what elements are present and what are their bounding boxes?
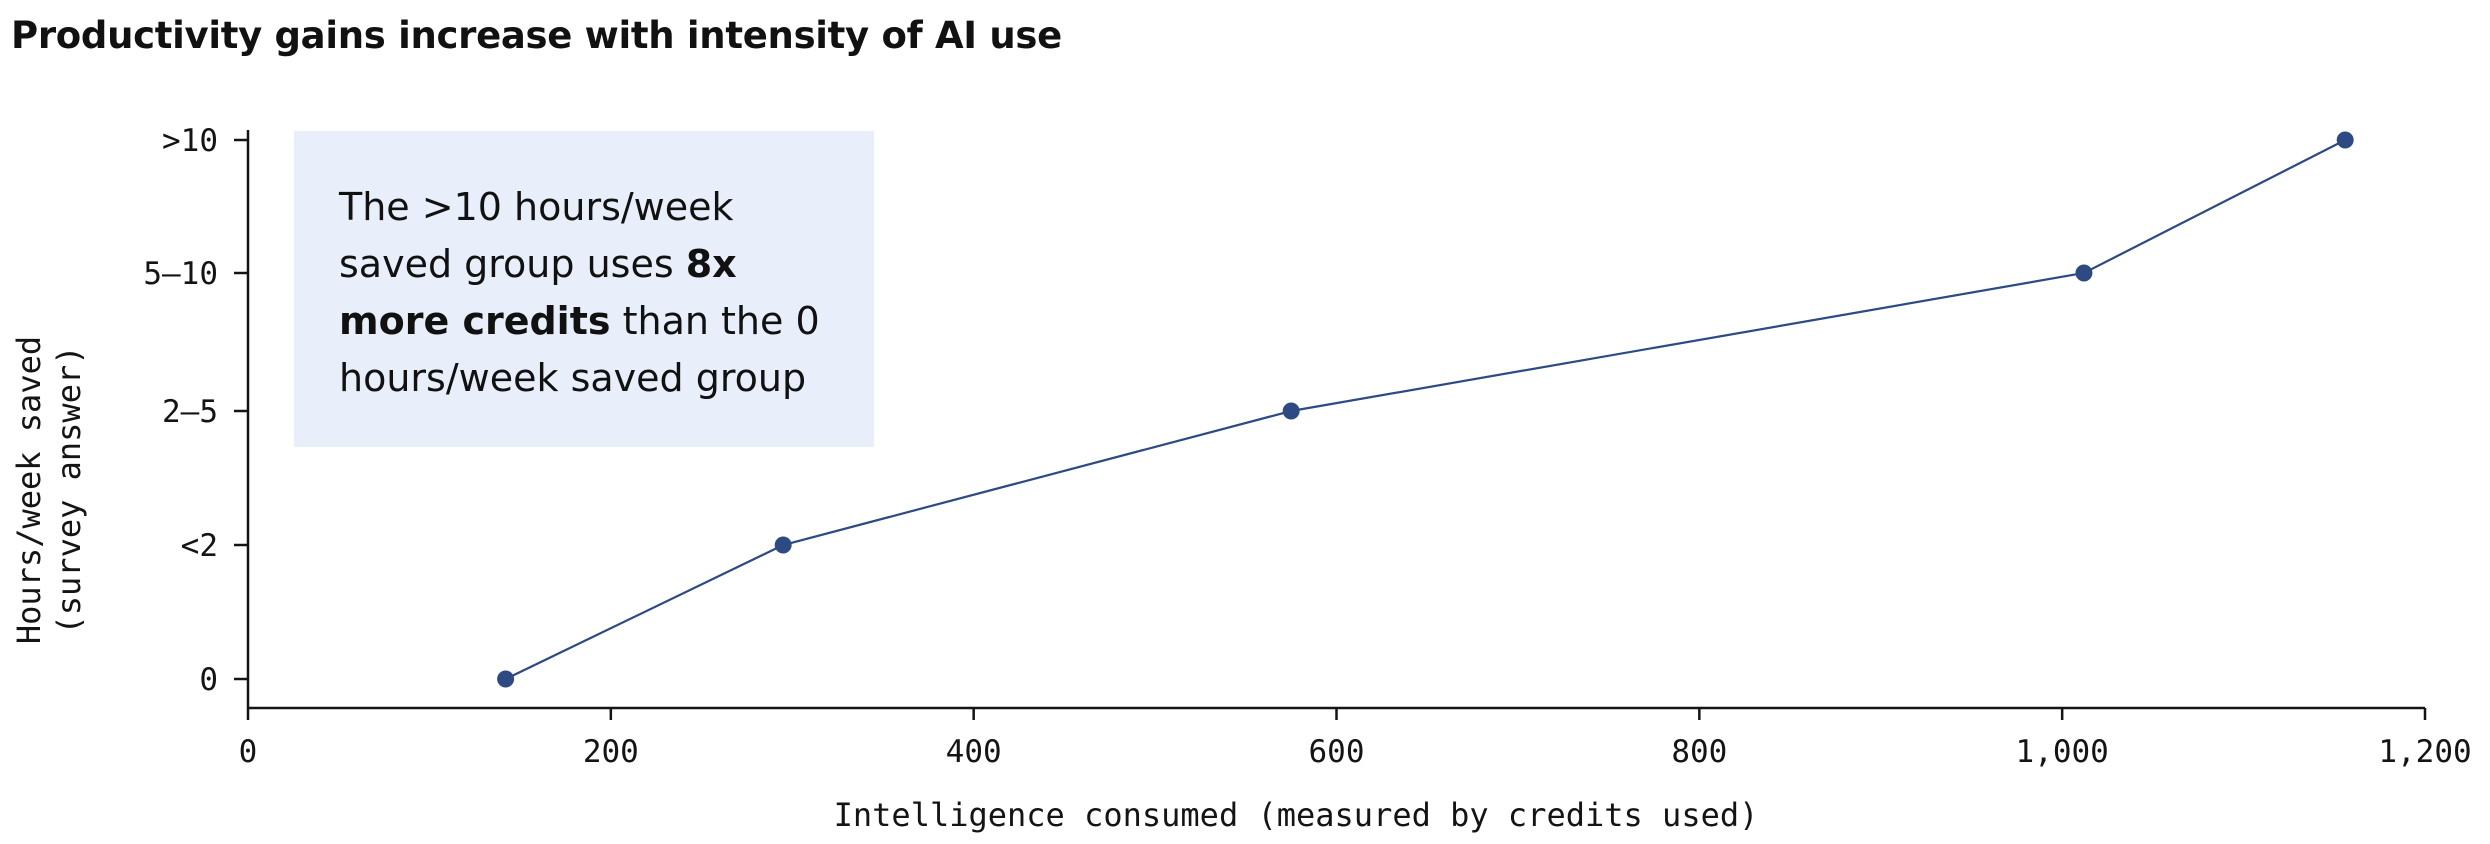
x-tick-label: 600 xyxy=(1309,734,1365,770)
data-point xyxy=(2336,131,2354,149)
data-point xyxy=(2075,264,2093,282)
y-axis-title-line-2: (survey answer) xyxy=(50,346,88,635)
y-ticks: 0 <2 2–5 5–10 >10 xyxy=(143,123,248,698)
data-point xyxy=(497,670,515,688)
y-tick-label: 0 xyxy=(199,662,218,698)
data-point xyxy=(774,536,792,554)
x-tick-label: 0 xyxy=(239,734,258,770)
y-tick-label: >10 xyxy=(162,123,218,159)
annotation-box: The >10 hours/week saved group uses 8x m… xyxy=(294,131,874,447)
y-tick-label: 5–10 xyxy=(143,256,218,292)
x-tick-label: 1,000 xyxy=(2016,734,2109,770)
x-tick-label: 200 xyxy=(583,734,639,770)
x-ticks: 0 200 400 600 800 1,000 1,200 xyxy=(239,708,2472,770)
annotation-text-bold: 8x more credits xyxy=(339,242,737,343)
annotation-text-start: The >10 hours/week saved group uses xyxy=(339,185,734,286)
y-tick-label: <2 xyxy=(181,528,218,564)
chart-title: Productivity gains increase with intensi… xyxy=(11,14,1062,57)
x-tick-label: 400 xyxy=(946,734,1002,770)
y-axis-title-group: Hours/week saved (survey answer) xyxy=(10,336,88,644)
annotation-text-end: than the 0 hours/week saved group xyxy=(339,299,820,400)
x-axis-title: Intelligence consumed (measured by credi… xyxy=(834,796,1759,834)
data-point xyxy=(1282,402,1300,420)
y-tick-label: 2–5 xyxy=(162,394,218,430)
y-axis-title-line-1: Hours/week saved xyxy=(10,336,48,644)
x-tick-label: 800 xyxy=(1671,734,1727,770)
x-tick-label: 1,200 xyxy=(2378,734,2471,770)
series-layer xyxy=(497,131,2354,688)
